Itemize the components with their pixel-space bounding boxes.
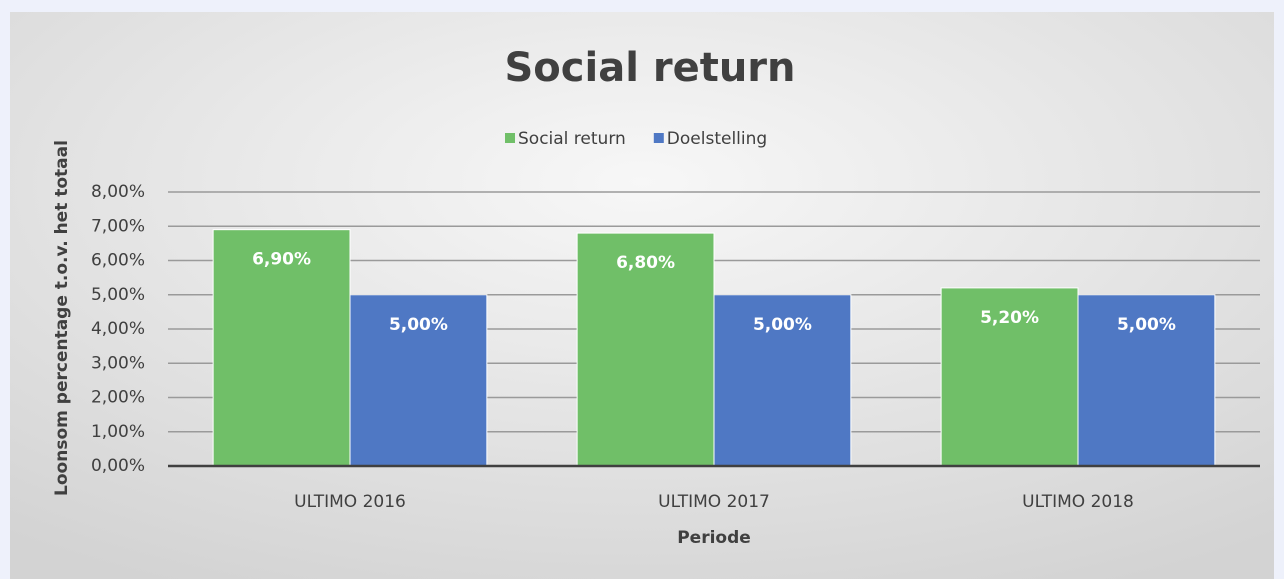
data-label: 5,00% [753,315,812,335]
x-tick-label: ULTIMO 2016 [294,492,406,512]
bar [713,294,852,467]
bar [576,232,715,467]
y-tick-label: 2,00% [91,388,145,408]
x-tick-label: ULTIMO 2017 [658,492,770,512]
bar [212,229,351,467]
y-tick-label: 5,00% [91,285,145,305]
legend-swatch [653,133,664,143]
y-tick-label: 1,00% [91,422,145,442]
x-axis-title: Periode [677,528,751,548]
data-label: 5,20% [980,308,1039,328]
y-tick-label: 8,00% [91,182,145,202]
y-tick-label: 6,00% [91,251,145,271]
legend-label: Doelstelling [667,129,767,149]
y-tick-label: 7,00% [91,216,145,236]
y-tick-label: 3,00% [91,353,145,373]
bar [940,287,1079,467]
y-tick-label: 4,00% [91,319,145,339]
legend-swatch [505,133,515,143]
data-label: 6,80% [616,253,675,273]
data-label: 6,90% [252,250,311,270]
legend-label: Social return [518,129,626,149]
y-tick-label: 0,00% [91,456,145,476]
x-tick-label: ULTIMO 2018 [1022,492,1134,512]
bar [349,294,488,467]
data-label: 5,00% [389,315,448,335]
data-label: 5,00% [1117,315,1176,335]
chart-title: Social return [505,45,796,91]
y-axis-title: Loonsom percentage t.o.v. het totaal [52,140,72,496]
